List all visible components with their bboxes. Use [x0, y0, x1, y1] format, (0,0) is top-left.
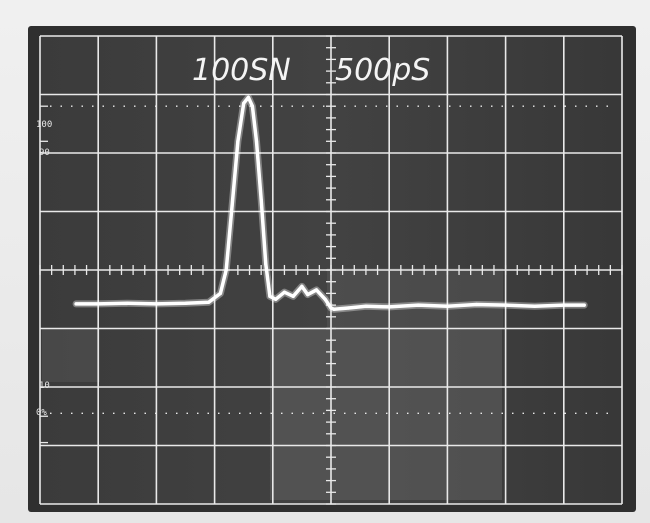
graticule-label-90: 90 [39, 148, 50, 158]
waveform-point [346, 306, 351, 310]
waveform-point [154, 302, 158, 306]
screen-glow-patch [327, 268, 503, 328]
timebase-label-right: 500pS [335, 53, 430, 88]
waveform-point [291, 294, 295, 298]
waveform-point [224, 268, 228, 272]
waveform-point [445, 304, 449, 308]
graticule-label-10: 10 [39, 381, 50, 391]
waveform-point [246, 95, 250, 100]
waveform-point [582, 303, 586, 307]
waveform-point [264, 262, 268, 266]
waveform-point [236, 139, 240, 143]
waveform-point [387, 305, 391, 309]
waveform-point [125, 301, 129, 305]
waveform-point [323, 297, 327, 301]
waveform-point [274, 297, 278, 301]
waveform-point [329, 306, 333, 310]
waveform-point [250, 104, 255, 108]
waveform-point [183, 301, 188, 305]
waveform-point [504, 303, 508, 307]
waveform-trace [74, 95, 586, 311]
waveform-point [218, 291, 223, 295]
waveform-point [259, 198, 263, 202]
waveform-point [282, 290, 287, 294]
waveform-point [533, 304, 537, 308]
waveform-point [314, 288, 319, 292]
graticule-label-0: 0% [36, 408, 47, 418]
graticule-center-ticks [39, 35, 623, 505]
waveform-point [242, 101, 246, 105]
timebase-label-left: 100SN [192, 53, 291, 88]
screen-glow-patch [42, 328, 100, 382]
waveform-point [332, 307, 336, 311]
waveform-point [364, 304, 368, 308]
waveform-point [230, 204, 234, 208]
graticule-label-100: 100 [36, 120, 52, 130]
waveform-point [306, 292, 310, 297]
waveform-point [74, 302, 78, 306]
waveform-point [416, 303, 420, 307]
waveform-point [300, 284, 304, 288]
waveform-point [207, 300, 211, 304]
waveform-point [254, 139, 259, 143]
waveform-point [562, 303, 566, 307]
waveform-layer [72, 93, 588, 313]
waveform-point [96, 302, 100, 306]
waveform-point [268, 294, 272, 298]
waveform-point [474, 302, 479, 307]
